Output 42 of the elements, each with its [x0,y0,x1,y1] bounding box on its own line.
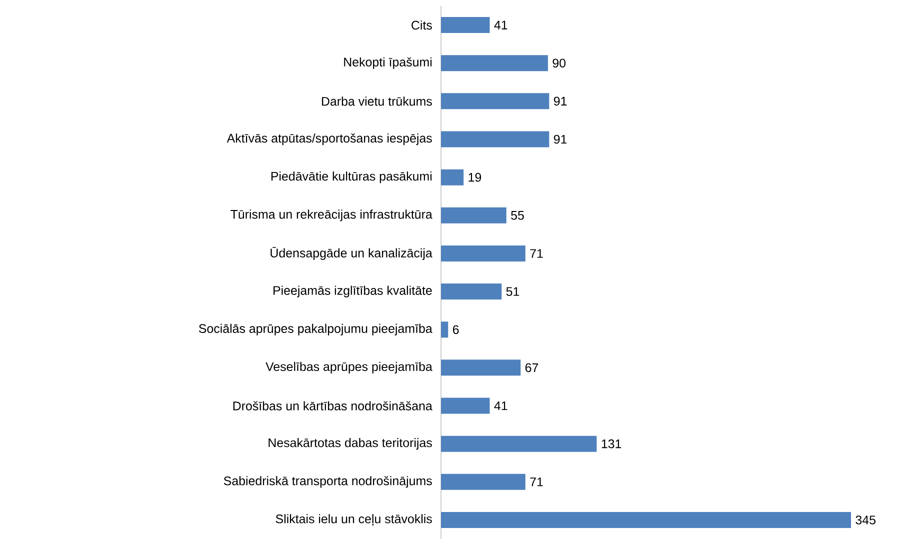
y-tick-label: Darba vietu trūkums [322,96,432,106]
y-tick-label: Cits [412,20,432,30]
data-label: 71 [530,478,543,486]
y-tick-label: Sabiedriskā transporta nodrošinājums [224,476,432,488]
bar [441,131,550,148]
bar [441,245,526,262]
data-label: 67 [525,363,538,372]
bar [441,398,490,414]
data-label: 345 [856,516,876,524]
bar [441,55,548,72]
bar [441,169,464,186]
data-label: 6 [452,325,459,334]
data-label: 91 [554,96,567,106]
data-label: 51 [506,287,520,296]
data-label: 131 [602,439,622,448]
y-tick-label: Tūrisma un rekreācijas infrastruktūra [230,210,432,222]
y-tick-label: Pieejamās izglītības kvalitāte [274,286,432,298]
bar [441,360,521,376]
y-tick-label: Piedāvātie kultūras pasākumi [271,172,432,184]
data-label: 91 [554,134,567,144]
data-label: 41 [494,20,508,30]
y-tick-label: Aktīvās atpūtas/sportošanas iespējas [226,133,432,146]
bar [441,93,550,110]
data-label: 71 [530,249,543,258]
bar [441,284,502,300]
y-tick-label: Ūdensapgāde un kanalizācija [270,247,432,260]
bar [441,207,506,224]
data-label: 90 [552,58,566,68]
data-label: 55 [511,211,524,220]
y-tick-label: Sociālās aprūpes pakalpojumu pieejamība [198,324,432,336]
bar [441,474,526,490]
bar [441,17,490,34]
data-label: 41 [494,401,508,410]
y-tick-label: Nesakārtotas dabas teritorijas [268,438,432,450]
bar [441,512,852,528]
bar [441,436,597,452]
y-tick-label: Nekopti īpašumi [344,57,432,69]
y-tick-label: Drošības un kārtības nodrošināšana [233,401,432,410]
y-tick-label: Veselības aprūpes pieejamība [266,362,432,374]
data-label: 19 [468,172,482,182]
y-tick-label: Sliktais ielu un ceļu stāvoklis [276,514,432,526]
bar [441,322,448,338]
